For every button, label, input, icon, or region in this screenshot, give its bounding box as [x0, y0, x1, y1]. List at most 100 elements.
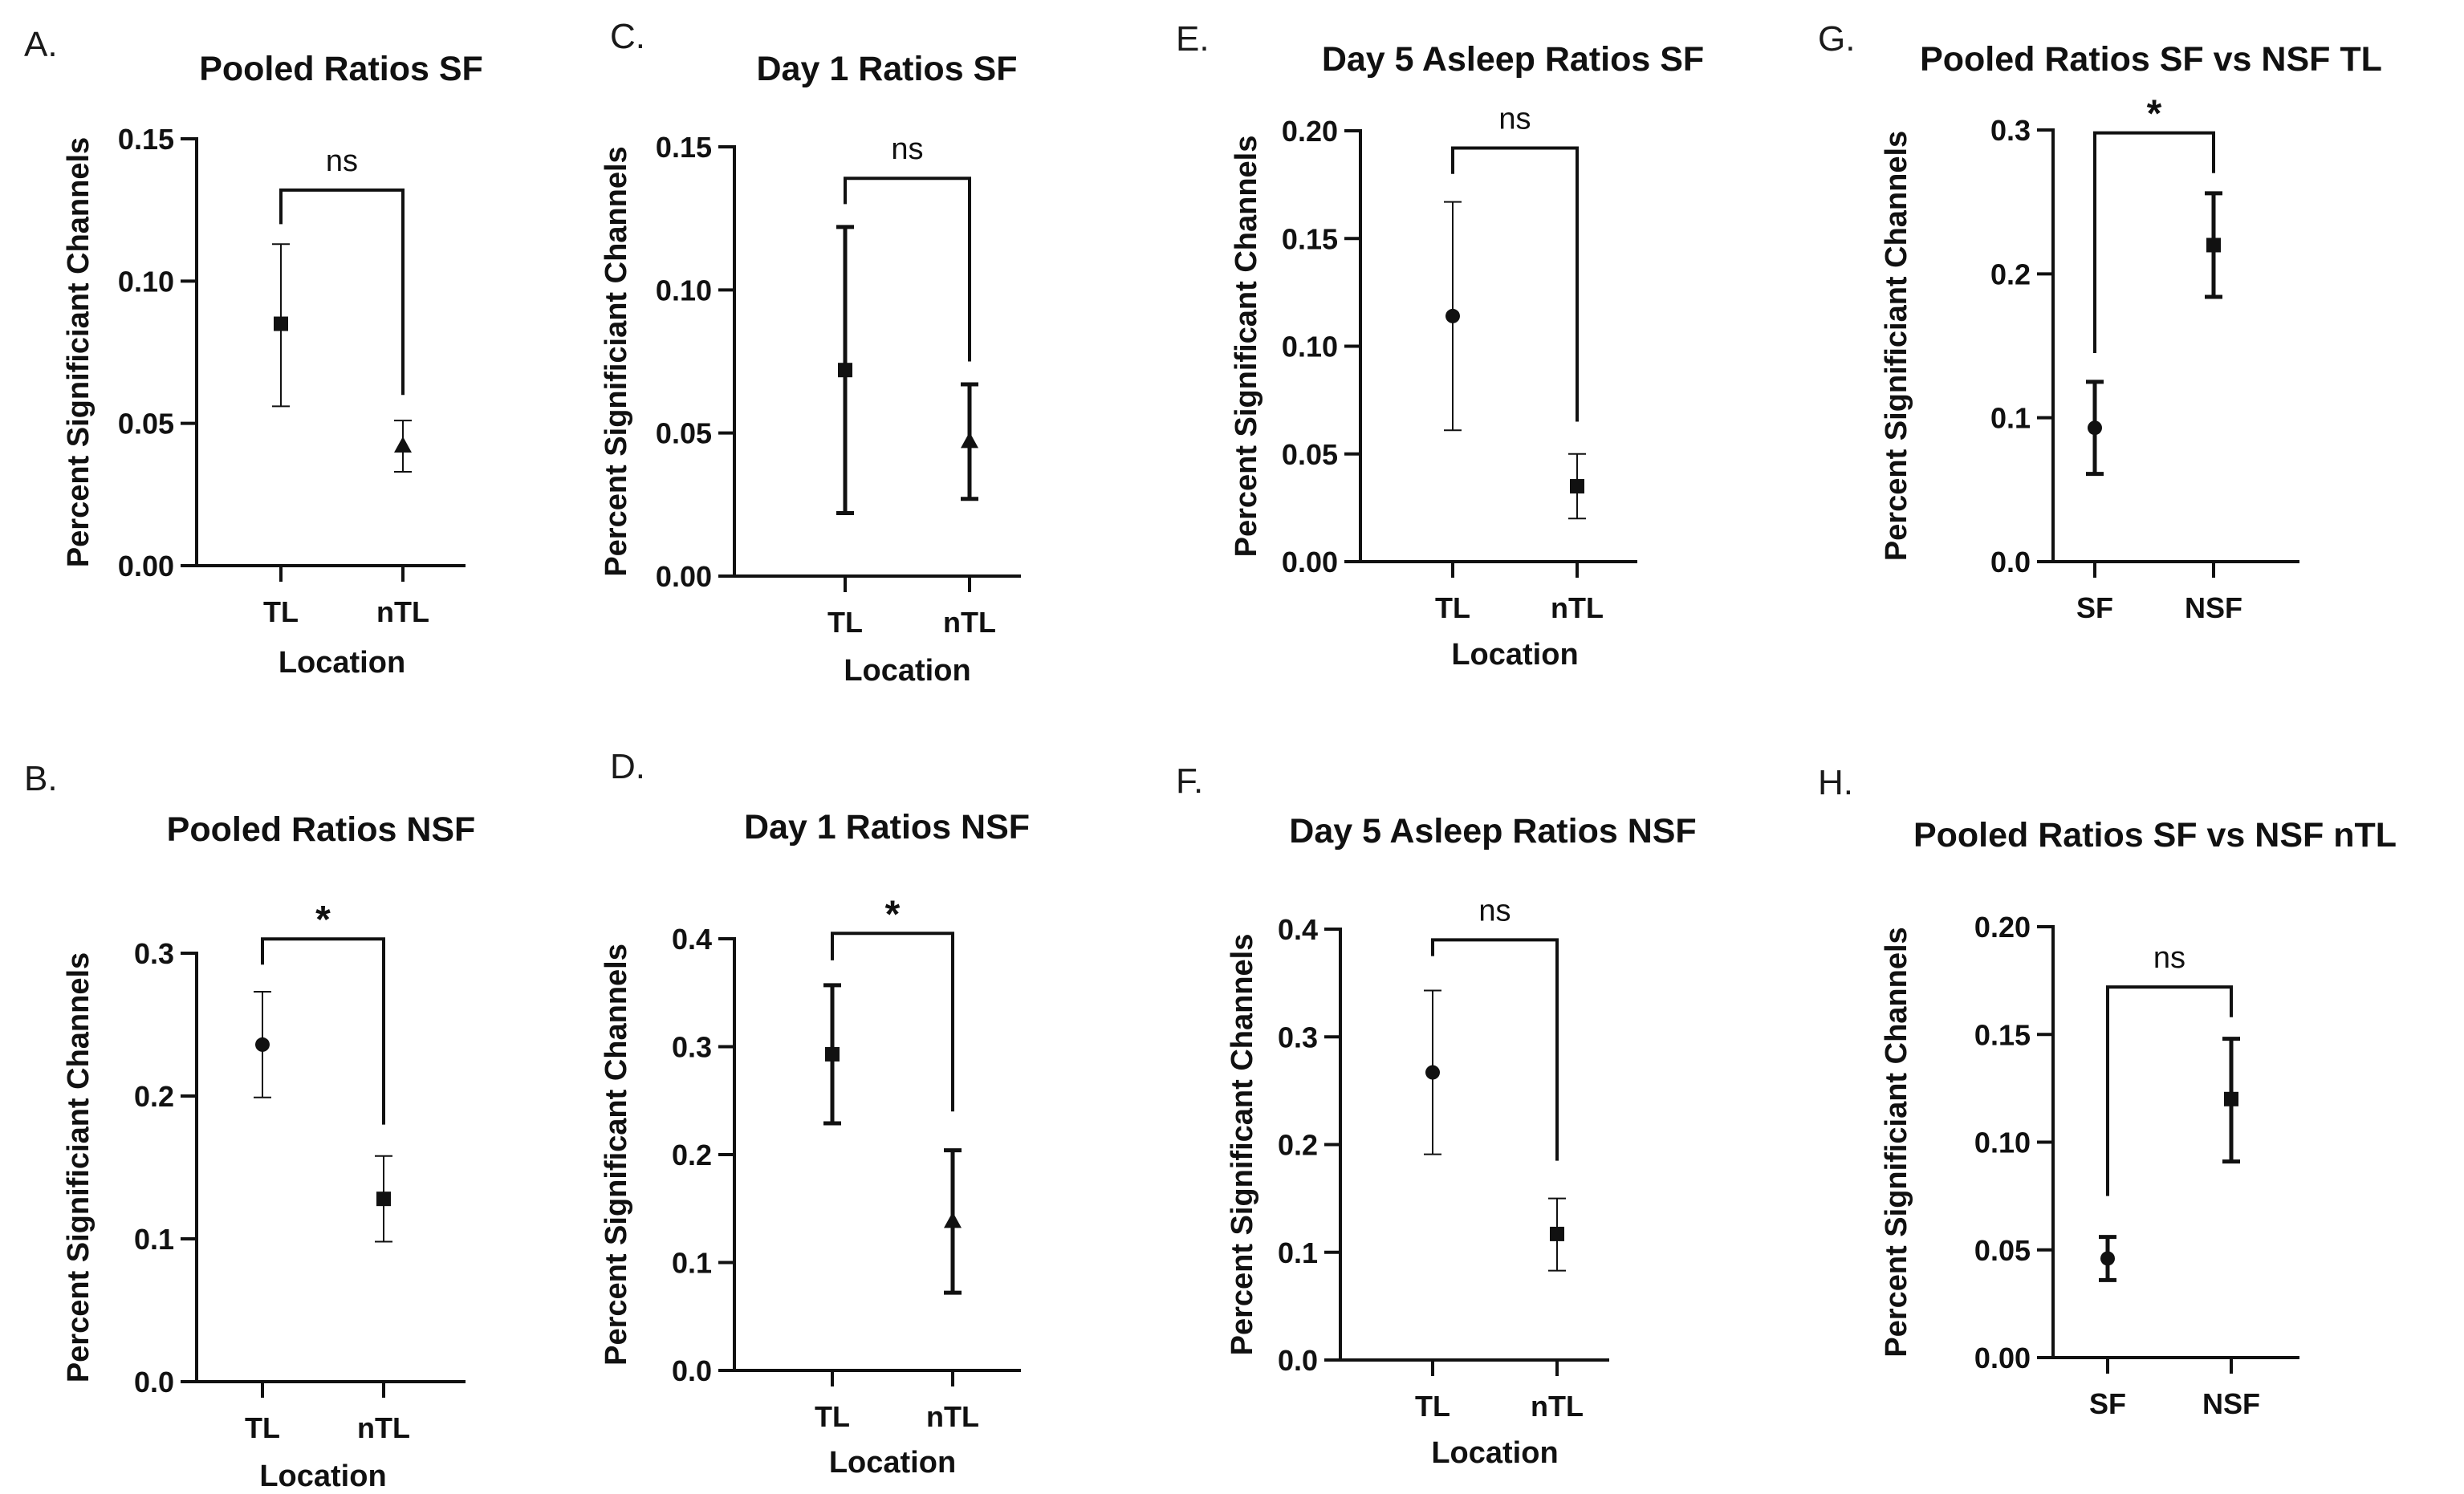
data-point-triangle: [944, 1212, 962, 1228]
y-tick-label: 0.00: [1974, 1342, 2031, 1374]
y-tick-label: 0.0: [672, 1354, 712, 1387]
y-axis-label: Percent Significant Channels: [1226, 934, 1259, 1356]
data-point-square: [825, 1046, 840, 1062]
chart-title: Day 1 Ratios SF: [757, 50, 1018, 88]
data-point-circle: [1445, 308, 1460, 323]
x-tick-label: nTL: [357, 1411, 410, 1444]
x-tick-label: TL: [827, 606, 863, 639]
significance-bracket: [831, 932, 954, 1112]
significance-label: *: [315, 899, 331, 941]
y-tick-label: 0.05: [1974, 1234, 2031, 1267]
y-axis-label: Percent Significant Channels: [1230, 136, 1263, 558]
significance-label: ns: [326, 144, 358, 178]
significance-label: *: [2147, 93, 2162, 136]
significance-label: ns: [891, 132, 923, 166]
panel-letter: C.: [610, 17, 645, 56]
panel-g: G. Pooled Ratios SF vs NSF TL 0.0 0.1 0.2 0.3…: [1818, 19, 2382, 624]
chart-title: Pooled Ratios NSF: [167, 810, 476, 849]
x-axis-label: Location: [829, 1446, 956, 1480]
y-axis-label: Percent Significiant Channels: [62, 137, 96, 567]
y-tick-label: 0.2: [1990, 258, 2031, 290]
significance-bracket: [2106, 985, 2233, 1196]
data-point-circle: [255, 1037, 270, 1052]
x-tick-label: NSF: [2185, 591, 2242, 624]
y-tick-label: 0.2: [134, 1080, 174, 1113]
y-tick-label: 0.15: [656, 131, 712, 164]
y-tick-label: 0.3: [672, 1031, 712, 1064]
significance-bracket: [279, 188, 405, 396]
data-point-square: [2206, 237, 2221, 253]
panel-b: B. Pooled Ratios NSF 0.0 0.1 0.2 0.3 TL nTL Loca…: [24, 759, 475, 1493]
panel-letter: F.: [1176, 761, 1203, 801]
y-tick-label: 0.2: [1278, 1129, 1318, 1162]
y-axis-label: Percent Significiant Channels: [62, 952, 96, 1382]
data-point-triangle: [961, 432, 978, 449]
data-point-square: [1570, 479, 1584, 494]
y-tick-label: 0.2: [672, 1139, 712, 1171]
panel-h: H. Pooled Ratios SF vs NSF nTL 0.00 0.05 0.1…: [1818, 763, 2397, 1420]
x-axis-label: Location: [279, 646, 405, 680]
panel-f: F. Day 5 Asleep Ratios NSF 0.0 0.1 0.2 0.3 0.4…: [1176, 761, 1697, 1470]
y-tick-label: 0.15: [118, 123, 174, 156]
y-tick-label: 0.15: [1974, 1018, 2031, 1051]
y-tick-label: 0.0: [134, 1366, 174, 1399]
panel-letter: E.: [1176, 19, 1210, 59]
significance-label: ns: [2153, 941, 2185, 975]
y-tick-label: 0.1: [672, 1247, 712, 1280]
x-tick-label: nTL: [376, 595, 429, 628]
x-tick-label: nTL: [926, 1400, 979, 1433]
y-tick-label: 0.4: [1278, 913, 1318, 946]
y-axis-label: Percent Significiant Channels: [1880, 131, 1913, 561]
panel-letter: B.: [24, 759, 58, 798]
significance-bracket: [844, 177, 971, 362]
x-axis-label: Location: [1431, 1436, 1558, 1470]
x-tick-label: NSF: [2202, 1387, 2260, 1420]
y-axis-label: Percent Significiant Channels: [1880, 927, 1913, 1357]
y-tick-label: 0.1: [1278, 1236, 1318, 1269]
y-tick-label: 0.1: [134, 1223, 174, 1256]
panel-c: C. Day 1 Ratios SF 0.00 0.05 0.10 0.15 TL nTL Lo…: [600, 17, 1021, 688]
panel-a: A. Pooled Ratios SF 0.00 0.05 0.10 0.15 TL nTL L…: [24, 25, 483, 680]
data-point-circle: [2088, 420, 2102, 436]
chart-title: Day 5 Asleep Ratios NSF: [1289, 812, 1696, 851]
y-tick-label: 0.3: [134, 937, 174, 970]
panel-letter: A.: [24, 25, 58, 64]
y-tick-label: 0.20: [1282, 115, 1338, 148]
y-tick-label: 0.10: [656, 274, 712, 307]
data-point-square: [2224, 1091, 2238, 1106]
x-tick-label: nTL: [1531, 1390, 1584, 1423]
y-tick-label: 0.3: [1278, 1021, 1318, 1054]
significance-bracket: [2093, 131, 2215, 353]
y-tick-label: 0.4: [672, 923, 712, 956]
x-tick-label: TL: [1415, 1390, 1450, 1423]
y-tick-label: 0.0: [1278, 1344, 1318, 1377]
x-tick-label: nTL: [943, 606, 996, 639]
significance-bracket: [1451, 146, 1579, 422]
chart-title: Pooled Ratios SF vs NSF nTL: [1913, 816, 2397, 855]
data-point-square: [1550, 1226, 1564, 1241]
y-axis-label: Percent Significant Channels: [600, 944, 633, 1366]
y-tick-label: 0.20: [1974, 911, 2031, 944]
x-axis-label: Location: [844, 654, 970, 688]
panel-letter: G.: [1818, 19, 1855, 59]
chart-title: Day 1 Ratios NSF: [744, 808, 1030, 846]
data-point-square: [376, 1192, 391, 1207]
significance-bracket: [1431, 938, 1559, 1161]
significance-bracket: [261, 937, 385, 1125]
panel-e: E. Day 5 Asleep Ratios SF 0.00 0.05 0.10 0.15…: [1176, 19, 1704, 672]
y-tick-label: 0.0: [1990, 546, 2031, 579]
significance-label: ns: [1478, 894, 1511, 928]
data-point-square: [274, 316, 288, 331]
significance-label: *: [885, 893, 901, 936]
y-tick-label: 0.05: [656, 417, 712, 450]
x-tick-label: TL: [1435, 591, 1470, 624]
chart-title: Pooled Ratios SF vs NSF TL: [1920, 40, 2382, 79]
panel-letter: D.: [610, 747, 645, 786]
x-axis-label: Location: [1451, 638, 1578, 672]
data-point-circle: [1425, 1065, 1440, 1080]
data-point-triangle: [394, 436, 412, 453]
y-tick-label: 0.10: [1974, 1127, 2031, 1159]
y-tick-label: 0.00: [118, 550, 174, 583]
data-point-square: [838, 363, 852, 378]
